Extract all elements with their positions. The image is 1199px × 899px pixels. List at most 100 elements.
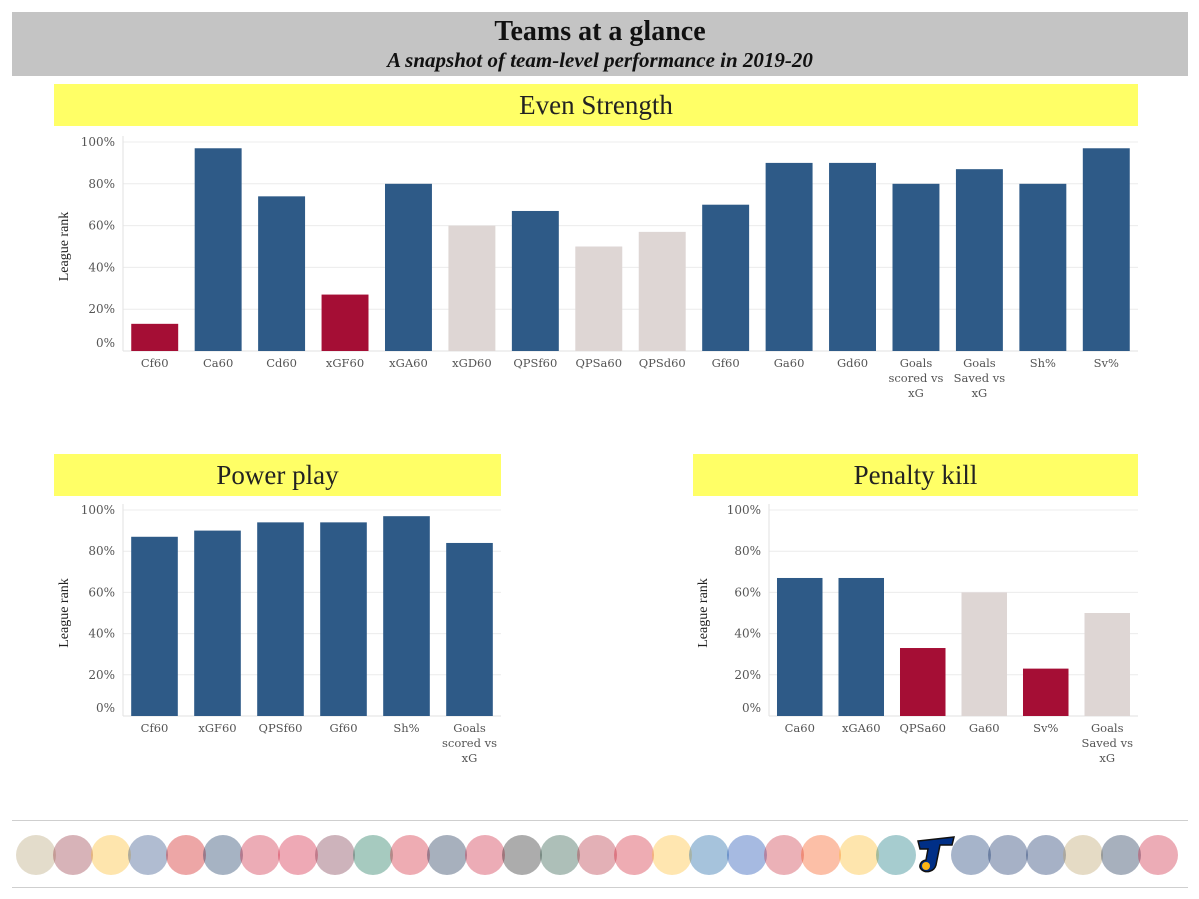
even-bar xyxy=(194,148,242,351)
even-x-tick-label: Sv% xyxy=(1094,356,1119,370)
even-strength-chart: League rank 0% 20% 40% 60% 80% 100% Cf60 Ca60 Cd6… xyxy=(57,135,1138,400)
team-logo-nashville-predators[interactable] xyxy=(651,835,692,875)
even-x-tick-label: xGA60 xyxy=(389,356,428,370)
team-logo-vegas-golden-knights[interactable] xyxy=(1063,835,1104,875)
team-logo-columbus-blue-jackets[interactable] xyxy=(203,835,243,875)
team-logo-carolina-hurricanes[interactable] xyxy=(165,835,206,875)
pp-bar xyxy=(257,522,304,716)
team-logo-tampa-bay-lightning[interactable] xyxy=(951,835,991,875)
pp-y-tick-label: 20% xyxy=(88,668,115,682)
team-logo-minnesota-wild[interactable] xyxy=(539,835,580,875)
even-y-tick-label: 40% xyxy=(88,260,115,274)
team-logo-st-louis-blues[interactable] xyxy=(914,835,955,875)
even-x-tick-label: Goals scored vs xG xyxy=(888,356,943,400)
penalty-kill-title: Penalty kill xyxy=(853,460,978,490)
pk-y-axis-label: League rank xyxy=(696,578,711,648)
pp-bar xyxy=(131,536,178,716)
team-logo-vancouver-canucks[interactable] xyxy=(1025,835,1066,875)
pk-x-tick-label: Sv% xyxy=(1033,721,1058,735)
even-bar xyxy=(829,162,877,351)
team-logo-los-angeles-kings[interactable] xyxy=(502,835,543,875)
even-x-tick-label: Sh% xyxy=(1030,356,1056,370)
pp-y-tick-label: 0% xyxy=(96,701,115,715)
team-logo-philadelphia-flyers[interactable] xyxy=(801,835,842,875)
pk-bar xyxy=(776,577,823,716)
even-x-tick-label: Ga60 xyxy=(774,356,805,370)
team-logo-new-york-rangers[interactable] xyxy=(726,835,767,875)
pk-x-tick-label: Ga60 xyxy=(969,721,1000,735)
dashboard-subtitle: A snapshot of team-level performance in … xyxy=(387,48,813,72)
team-logo-washington-capitals[interactable] xyxy=(1138,835,1178,875)
blue-note-icon xyxy=(916,836,955,873)
even-x-tick-label: Goals Saved vs xG xyxy=(954,356,1006,400)
pk-y-tick-label: 0% xyxy=(742,701,761,715)
pp-y-axis-label: League rank xyxy=(57,578,72,648)
penalty-kill-banner: Penalty kill xyxy=(693,454,1138,496)
even-bar xyxy=(955,169,1003,351)
team-logo-ottawa-senators[interactable] xyxy=(764,835,804,875)
pk-x-tick-label: xGA60 xyxy=(842,721,881,735)
pp-bar xyxy=(194,530,241,716)
dashboard-header: Teams at a glance A snapshot of team-lev… xyxy=(12,12,1188,76)
even-bar xyxy=(765,162,813,351)
team-logo-edmonton-oilers[interactable] xyxy=(427,835,468,875)
team-logo-winnipeg-jets[interactable] xyxy=(1100,835,1141,875)
pp-x-tick-label: Gf60 xyxy=(329,721,357,735)
team-logo-colorado-avalanche[interactable] xyxy=(315,835,356,875)
pp-y-tick-label: 100% xyxy=(81,503,115,517)
pp-y-tick-label: 40% xyxy=(88,627,115,641)
team-logo-anaheim-ducks[interactable] xyxy=(16,835,56,875)
pk-x-tick-label: QPSa60 xyxy=(899,721,946,735)
team-logo-new-jersey-devils[interactable] xyxy=(614,835,655,875)
even-bar xyxy=(321,294,369,351)
team-logo-buffalo-sabres[interactable] xyxy=(128,835,169,875)
even-x-tick-label: QPSa60 xyxy=(576,356,623,370)
even-bar xyxy=(892,183,940,351)
pp-x-tick-label: Sh% xyxy=(393,721,419,735)
team-logo-san-jose-sharks[interactable] xyxy=(876,835,917,875)
pk-bar xyxy=(899,648,946,716)
pk-x-tick-label: Ca60 xyxy=(785,721,815,735)
even-x-tick-label: Gf60 xyxy=(712,356,740,370)
power-play-chart: League rank 0% 20% 40% 60% 80% 100% Cf60 xGF60 QP… xyxy=(57,503,501,765)
pk-y-tick-label: 40% xyxy=(734,627,761,641)
team-logo-new-york-islanders[interactable] xyxy=(689,835,730,875)
pp-x-tick-label: QPSf60 xyxy=(259,721,303,735)
even-x-tick-label: xGD60 xyxy=(452,356,492,370)
pp-bar xyxy=(383,516,430,716)
pk-x-tick-label: Goals Saved vs xG xyxy=(1082,721,1134,765)
team-logo-strip xyxy=(12,820,1188,888)
even-bar xyxy=(1082,148,1130,351)
team-logo-pittsburgh-penguins[interactable] xyxy=(838,835,879,875)
even-bar xyxy=(258,196,306,351)
team-logo-montreal-canadiens[interactable] xyxy=(577,835,617,875)
team-logo-calgary-flames[interactable] xyxy=(240,835,281,875)
power-play-banner: Power play xyxy=(54,454,501,496)
even-y-tick-label: 20% xyxy=(88,302,115,316)
even-strength-banner: Even Strength xyxy=(54,84,1138,126)
even-bar xyxy=(702,204,750,351)
team-logo-arizona-coyotes[interactable] xyxy=(53,835,94,875)
team-logo-chicago-blackhawks[interactable] xyxy=(277,835,318,875)
team-logo-boston-bruins[interactable] xyxy=(90,835,131,875)
even-bar xyxy=(511,210,559,351)
pk-y-tick-label: 80% xyxy=(734,544,761,558)
team-logo-dallas-stars[interactable] xyxy=(352,835,393,875)
pk-bar xyxy=(1084,613,1131,716)
dashboard-title: Teams at a glance xyxy=(494,16,706,47)
pk-bar xyxy=(961,592,1008,716)
penalty-kill-chart: League rank 0% 20% 40% 60% 80% 100% Ca60 xGA60 QP… xyxy=(696,503,1138,765)
even-y-tick-label: 80% xyxy=(88,177,115,191)
power-play-title: Power play xyxy=(216,460,339,490)
team-logo-toronto-maple-leafs[interactable] xyxy=(988,835,1029,875)
even-x-tick-label: QPSf60 xyxy=(513,356,557,370)
pk-y-tick-label: 100% xyxy=(727,503,761,517)
team-logo-detroit-red-wings[interactable] xyxy=(390,835,430,875)
even-x-tick-label: Cd60 xyxy=(266,356,297,370)
team-logo-florida-panthers[interactable] xyxy=(464,835,505,875)
even-x-tick-label: Ca60 xyxy=(203,356,233,370)
even-x-tick-label: Gd60 xyxy=(837,356,868,370)
even-bar xyxy=(575,246,623,351)
even-y-tick-label: 100% xyxy=(81,135,115,149)
pp-bar xyxy=(446,542,493,716)
